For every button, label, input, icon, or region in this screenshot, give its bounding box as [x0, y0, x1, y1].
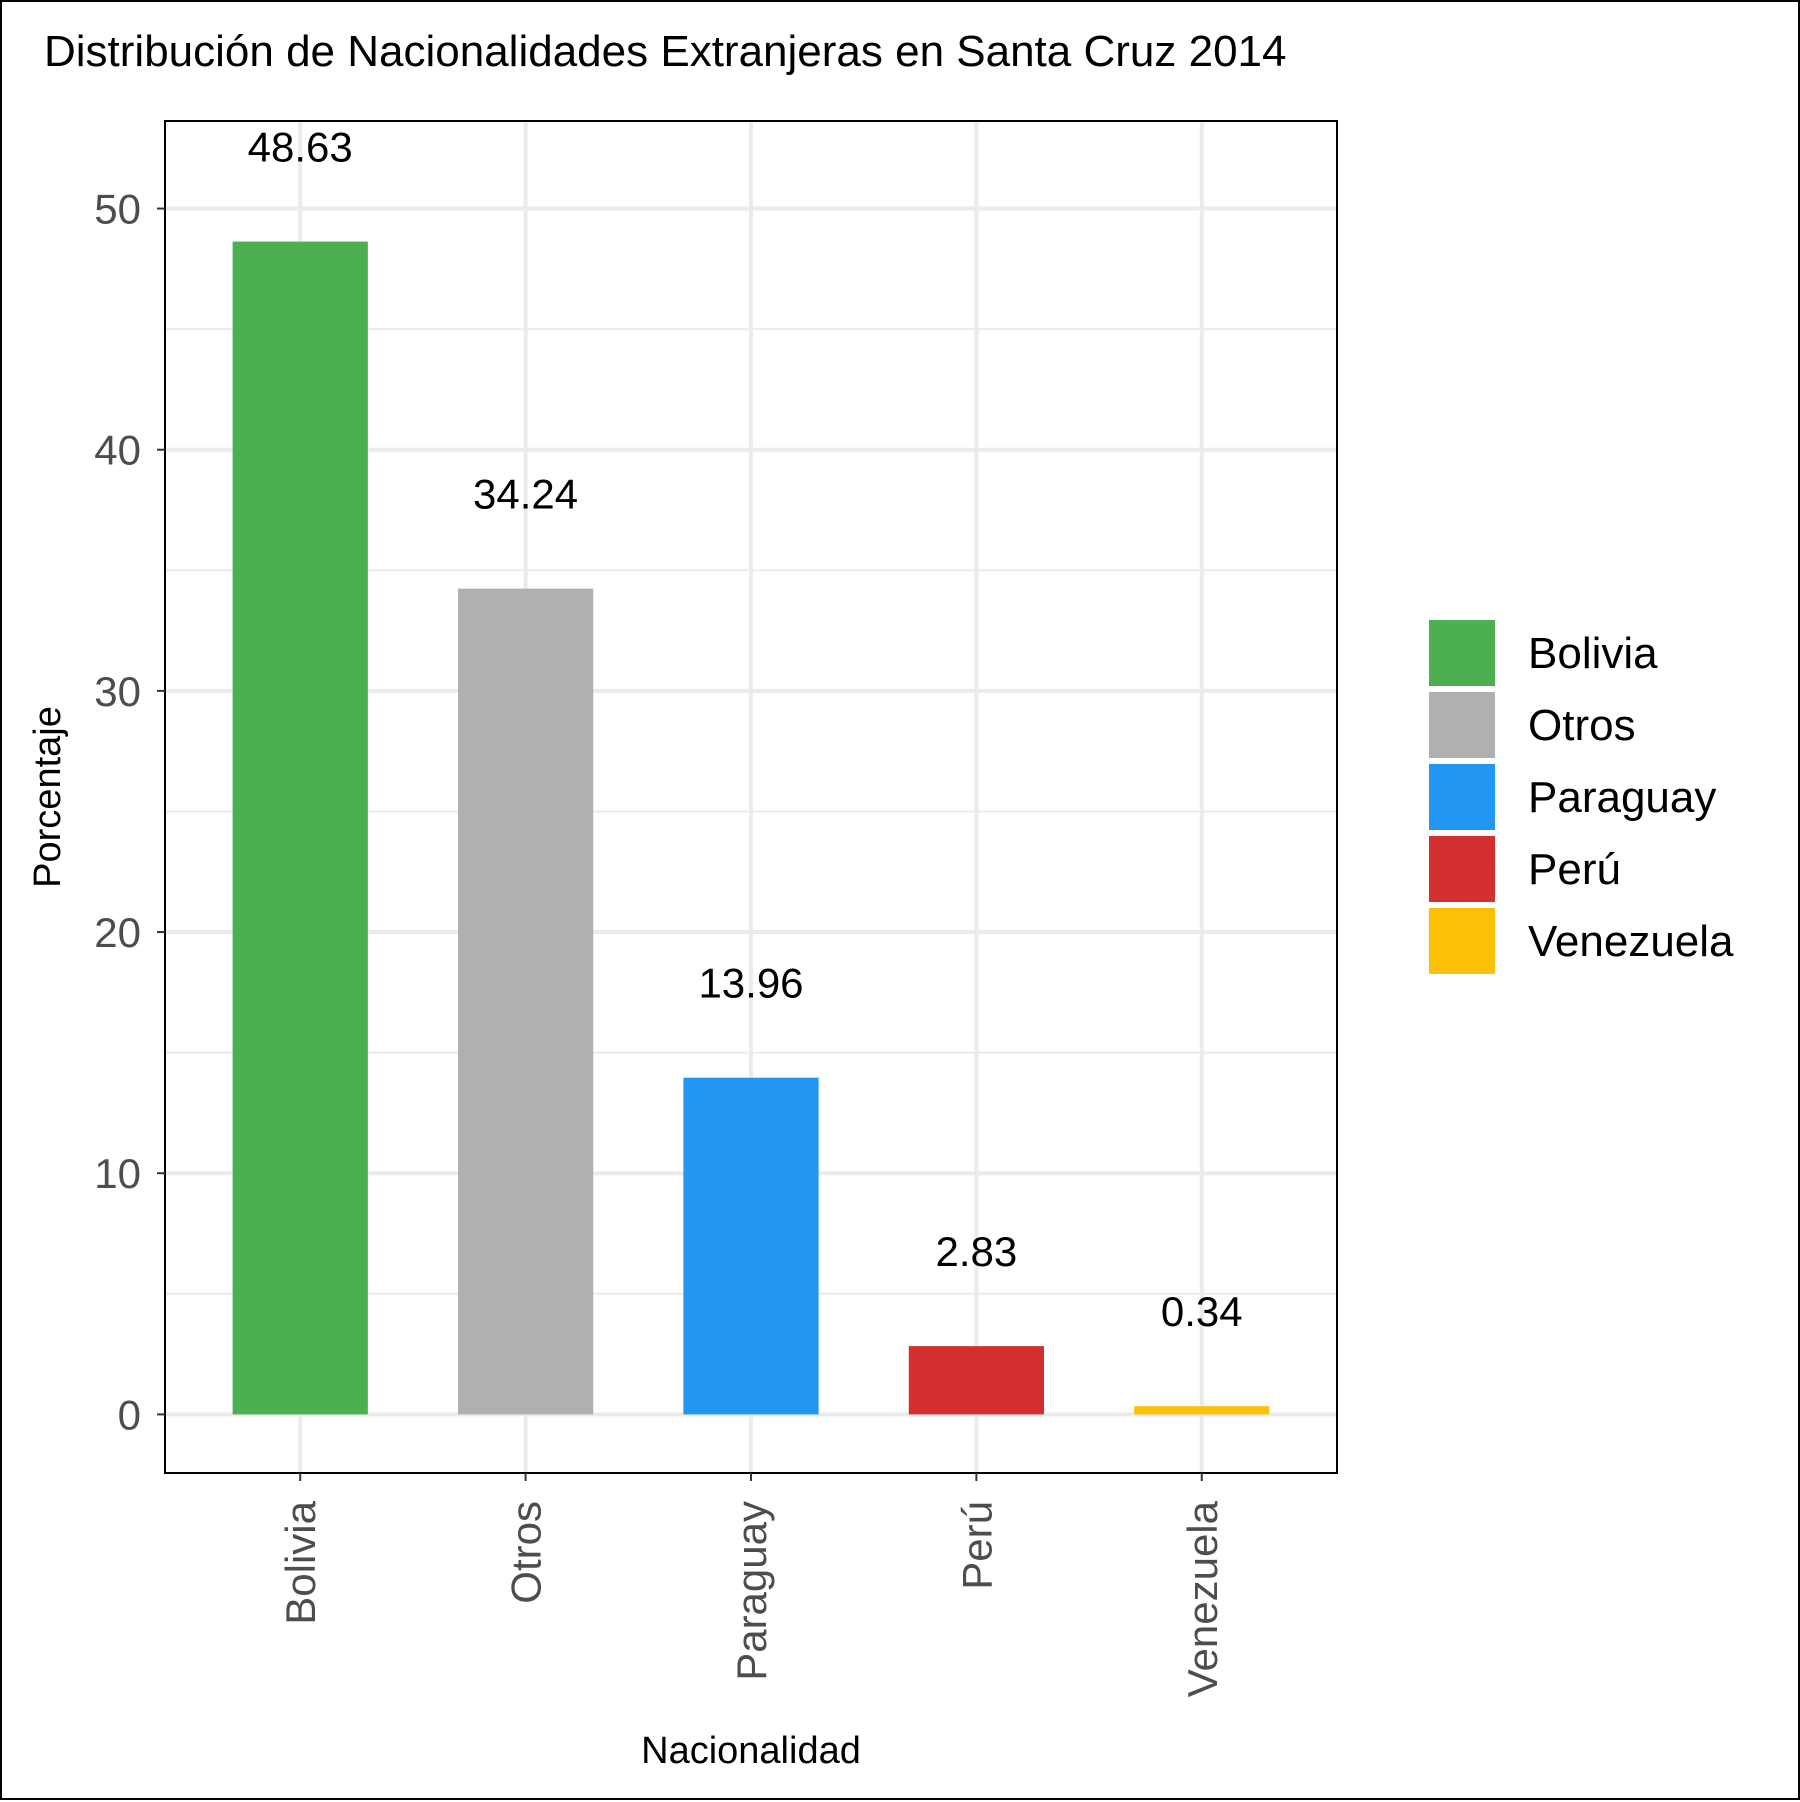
legend: Bolivia Otros Paraguay Perú Venezuela [1429, 620, 1734, 974]
x-tick-label: Paraguay [728, 1501, 775, 1681]
bars-group [232, 241, 1270, 1415]
data-label: 2.83 [936, 1228, 1018, 1275]
chart-title: Distribución de Nacionalidades Extranjer… [44, 27, 1286, 76]
bar [908, 1346, 1044, 1415]
y-axis-title: Porcentaje [27, 706, 69, 888]
x-tick-label: Venezuela [1179, 1500, 1226, 1697]
y-tick-label: 10 [94, 1150, 141, 1197]
bar [232, 241, 368, 1415]
legend-label: Otros [1528, 701, 1636, 750]
legend-label: Paraguay [1528, 773, 1716, 822]
x-tick-label: Bolivia [277, 1500, 324, 1624]
legend-key [1429, 692, 1495, 758]
data-label: 48.63 [248, 124, 353, 171]
data-label: 34.24 [473, 471, 578, 518]
legend-label: Perú [1528, 845, 1621, 894]
bar [458, 588, 594, 1415]
x-tick-label: Otros [503, 1501, 550, 1604]
y-tick-label: 0 [118, 1391, 141, 1438]
x-axis-ticks: Bolivia Otros Paraguay Perú Venezuela [277, 1473, 1226, 1697]
legend-key [1429, 836, 1495, 902]
legend-label: Bolivia [1528, 629, 1658, 678]
x-tick-label: Perú [953, 1501, 1000, 1590]
legend-key [1429, 764, 1495, 830]
x-axis-title: Nacionalidad [641, 1730, 861, 1772]
legend-label: Venezuela [1528, 917, 1734, 966]
y-axis-ticks: 0 10 20 30 40 50 [94, 186, 165, 1438]
data-label: 13.96 [698, 960, 803, 1007]
y-tick-label: 30 [94, 668, 141, 715]
data-labels-group: 48.63 34.24 13.96 2.83 0.34 [248, 124, 1243, 1336]
bar [1134, 1406, 1270, 1415]
y-tick-label: 20 [94, 909, 141, 956]
bar [683, 1077, 819, 1415]
data-label: 0.34 [1161, 1288, 1243, 1335]
y-tick-label: 40 [94, 427, 141, 474]
legend-key [1429, 908, 1495, 974]
legend-key [1429, 620, 1495, 686]
y-tick-label: 50 [94, 186, 141, 233]
